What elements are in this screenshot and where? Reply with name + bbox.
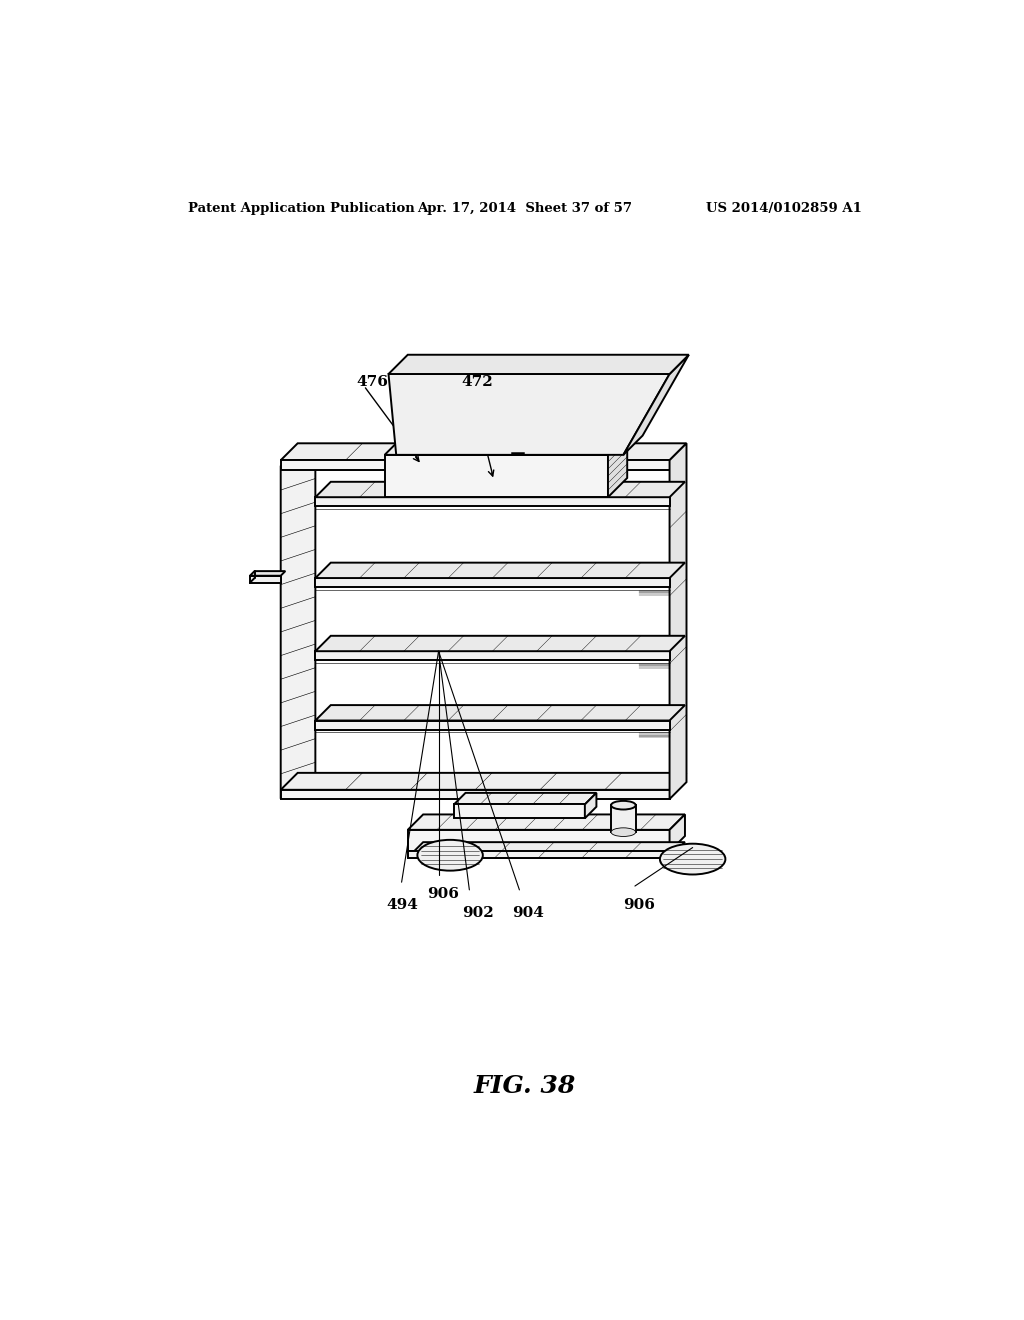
Text: 906: 906 <box>427 887 459 900</box>
Polygon shape <box>624 355 689 455</box>
Polygon shape <box>454 793 596 804</box>
Text: 494: 494 <box>386 899 418 912</box>
Polygon shape <box>418 851 482 859</box>
Ellipse shape <box>659 843 725 874</box>
Text: 902: 902 <box>462 906 494 920</box>
Ellipse shape <box>611 801 636 809</box>
Polygon shape <box>281 461 670 470</box>
Ellipse shape <box>418 840 483 871</box>
Polygon shape <box>670 814 685 851</box>
Text: FIG. 38: FIG. 38 <box>474 1074 575 1098</box>
Polygon shape <box>315 562 685 578</box>
Polygon shape <box>281 447 361 466</box>
Polygon shape <box>281 789 670 799</box>
Polygon shape <box>281 455 315 797</box>
Polygon shape <box>388 374 670 455</box>
Text: Patent Application Publication: Patent Application Publication <box>188 202 415 215</box>
Polygon shape <box>385 455 608 498</box>
Polygon shape <box>281 774 686 789</box>
Polygon shape <box>315 721 670 730</box>
Polygon shape <box>408 851 670 858</box>
Text: US 2014/0102859 A1: US 2014/0102859 A1 <box>707 202 862 215</box>
Polygon shape <box>315 482 685 498</box>
Polygon shape <box>250 576 281 582</box>
Polygon shape <box>660 855 725 863</box>
Polygon shape <box>315 498 670 507</box>
Polygon shape <box>611 805 636 832</box>
Polygon shape <box>585 793 596 818</box>
Polygon shape <box>385 436 628 455</box>
Polygon shape <box>670 444 686 799</box>
Polygon shape <box>408 842 685 858</box>
Text: 476: 476 <box>356 375 388 388</box>
Polygon shape <box>315 705 685 721</box>
Polygon shape <box>250 572 286 576</box>
Text: Apr. 17, 2014  Sheet 37 of 57: Apr. 17, 2014 Sheet 37 of 57 <box>418 202 632 215</box>
Polygon shape <box>388 355 689 374</box>
Ellipse shape <box>611 828 636 837</box>
Polygon shape <box>315 636 685 651</box>
Polygon shape <box>281 444 686 461</box>
Polygon shape <box>315 578 670 587</box>
Polygon shape <box>315 651 670 660</box>
Polygon shape <box>408 814 685 830</box>
Text: 472: 472 <box>462 375 494 388</box>
Polygon shape <box>454 804 585 818</box>
Polygon shape <box>608 436 628 498</box>
Text: 904: 904 <box>512 906 544 920</box>
Polygon shape <box>408 830 670 851</box>
Text: 906: 906 <box>624 899 655 912</box>
